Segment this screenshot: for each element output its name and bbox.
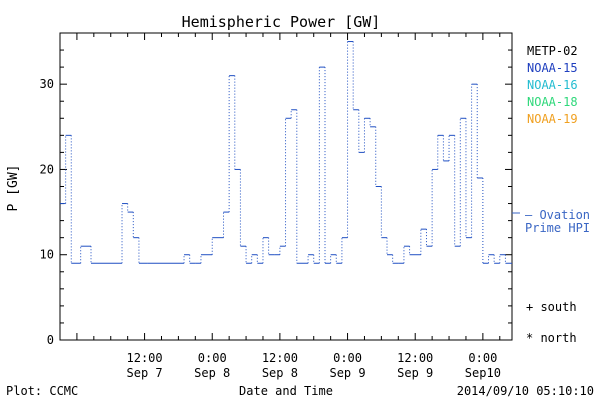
legend: METP-02 NOAA-15 NOAA-16 NOAA-18 NOAA-19: [527, 44, 578, 126]
y-tick-label: 30: [40, 77, 54, 91]
x-tick-date-label: Sep 9: [397, 366, 433, 380]
x-tick-time-label: 12:00: [262, 351, 298, 365]
x-tick-date-label: Sep 8: [262, 366, 298, 380]
y-tick-label: 20: [40, 162, 54, 176]
footer-timestamp: 2014/09/10 05:10:10: [457, 384, 594, 398]
series-hpi: [60, 41, 512, 264]
north-marker-legend: * north: [526, 331, 577, 345]
south-marker-legend: + south: [526, 300, 577, 314]
chart-title: Hemispheric Power [GW]: [182, 13, 381, 31]
series-layer: [60, 41, 512, 264]
footer-credit: Plot: CCMC: [6, 384, 78, 398]
x-tick-time-label: 0:00: [468, 351, 497, 365]
x-tick-date-label: Sep 9: [329, 366, 365, 380]
y-tick-label: 10: [40, 248, 54, 262]
x-axis-label: Date and Time: [239, 384, 333, 398]
x-tick-date-label: Sep 8: [194, 366, 230, 380]
model-label-line-2: Prime HPI: [525, 221, 590, 235]
x-tick-time-label: 0:00: [198, 351, 227, 365]
x-tick-time-label: 12:00: [397, 351, 433, 365]
x-tick-time-label: 0:00: [333, 351, 362, 365]
legend-entry: NOAA-18: [527, 95, 578, 109]
y-axis-label: P [GW]: [6, 165, 21, 212]
legend-entry: NOAA-19: [527, 112, 578, 126]
y-axis-ticks: 0 10 20 30: [40, 32, 512, 347]
x-tick-date-label: Sep10: [465, 366, 501, 380]
x-tick-time-label: 12:00: [127, 351, 163, 365]
legend-entry: NOAA-16: [527, 78, 578, 92]
x-tick-date-label: Sep 7: [127, 366, 163, 380]
model-label-line-1: — Ovation: [525, 208, 590, 222]
y-tick-label: 0: [47, 333, 54, 347]
legend-entry: METP-02: [527, 44, 578, 58]
plot-frame: [59, 32, 513, 341]
legend-entry: NOAA-15: [527, 61, 578, 75]
